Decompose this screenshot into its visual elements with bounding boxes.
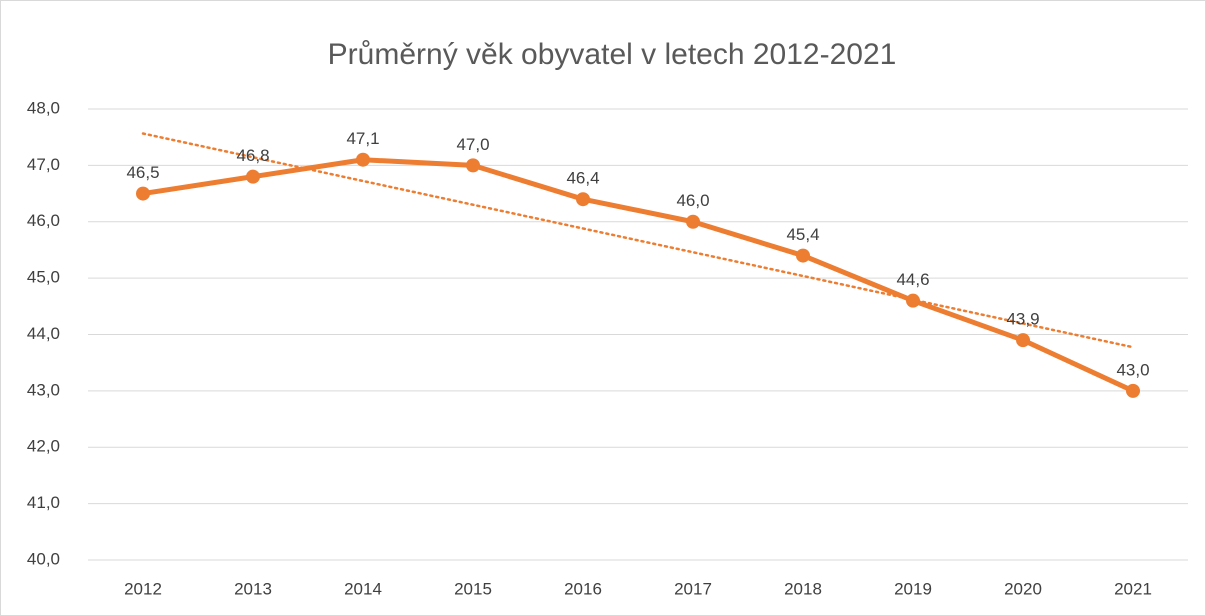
data-point [576,192,590,207]
data-point [686,214,700,229]
x-tick-label: 2014 [344,579,382,598]
data-label: 46,0 [676,191,709,210]
data-label: 43,9 [1006,310,1039,329]
data-label: 46,8 [236,146,269,165]
data-label: 47,1 [346,129,379,148]
data-point [136,186,150,201]
y-tick-label: 47,0 [27,155,60,174]
data-point [356,152,370,167]
chart-title: Průměrný věk obyvatel v letech 2012-2021 [328,38,897,71]
data-point [1126,383,1140,398]
y-tick-label: 41,0 [27,493,60,512]
data-label: 44,6 [896,270,929,289]
data-line [142,157,1135,394]
y-tick-label: 46,0 [27,211,60,230]
x-tick-label: 2017 [674,579,712,598]
data-label: 47,0 [456,135,489,154]
data-point [796,248,810,263]
y-tick-label: 43,0 [27,380,60,399]
data-point [906,293,920,308]
x-tick-label: 2021 [1114,579,1152,598]
y-tick-label: 45,0 [27,268,60,287]
x-tick-label: 2019 [894,579,932,598]
x-tick-label: 2016 [564,579,602,598]
data-point [466,158,480,173]
x-tick-label: 2015 [454,579,492,598]
y-tick-label: 48,0 [27,98,60,117]
data-label: 43,0 [1116,360,1149,379]
data-point [246,169,260,184]
data-label: 46,5 [126,163,159,182]
data-point [1016,333,1030,348]
data-label: 45,4 [786,225,819,244]
x-tick-label: 2018 [784,579,822,598]
data-label: 46,4 [566,169,599,188]
y-tick-label: 44,0 [27,324,60,343]
y-tick-label: 42,0 [27,437,60,456]
x-tick-label: 2012 [124,579,162,598]
y-tick-label: 40,0 [27,549,60,568]
x-tick-label: 2013 [234,579,272,598]
x-tick-label: 2020 [1004,579,1042,598]
